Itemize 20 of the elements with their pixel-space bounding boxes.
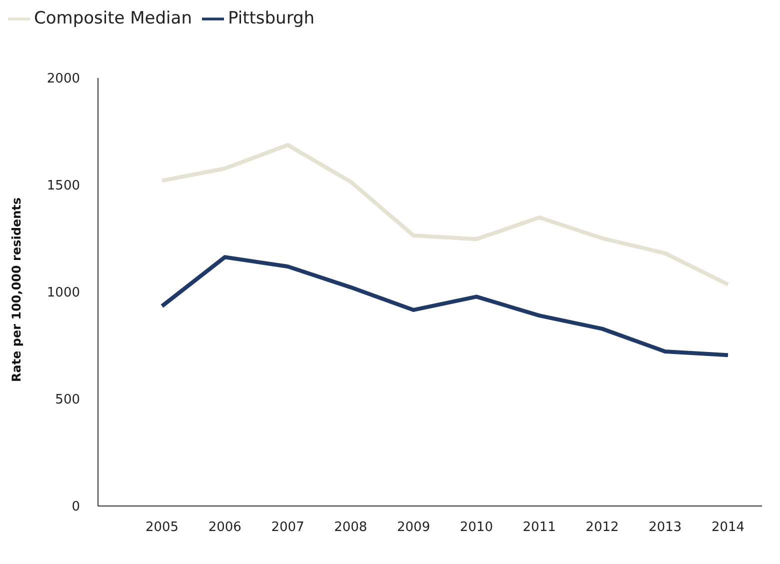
legend-label: Composite Median [34,8,192,29]
x-tick-label: 2014 [711,520,745,536]
line-series [160,142,730,287]
x-tick-label: 2007 [271,520,304,536]
x-tick-label: 2006 [208,520,242,536]
x-tick-label: 2009 [397,520,430,536]
y-tick-label: 1500 [46,178,80,194]
x-tick-label: 2008 [334,520,368,536]
y-tick-label: 500 [55,392,80,408]
x-tick-label: 2011 [522,520,556,536]
line-series [160,255,730,358]
y-tick-label: 0 [72,500,80,515]
legend-label: Pittsburgh [228,8,315,29]
y-tick-label: 2000 [46,72,80,87]
y-tick-label: 1000 [46,286,80,301]
x-tick-label: 2013 [648,520,682,536]
x-tick-label: 2012 [586,520,619,536]
x-tick-label: 2010 [460,520,493,536]
y-axis-title: Rate per 100,000 residents [9,197,24,382]
x-tick-label: 2005 [145,520,179,536]
